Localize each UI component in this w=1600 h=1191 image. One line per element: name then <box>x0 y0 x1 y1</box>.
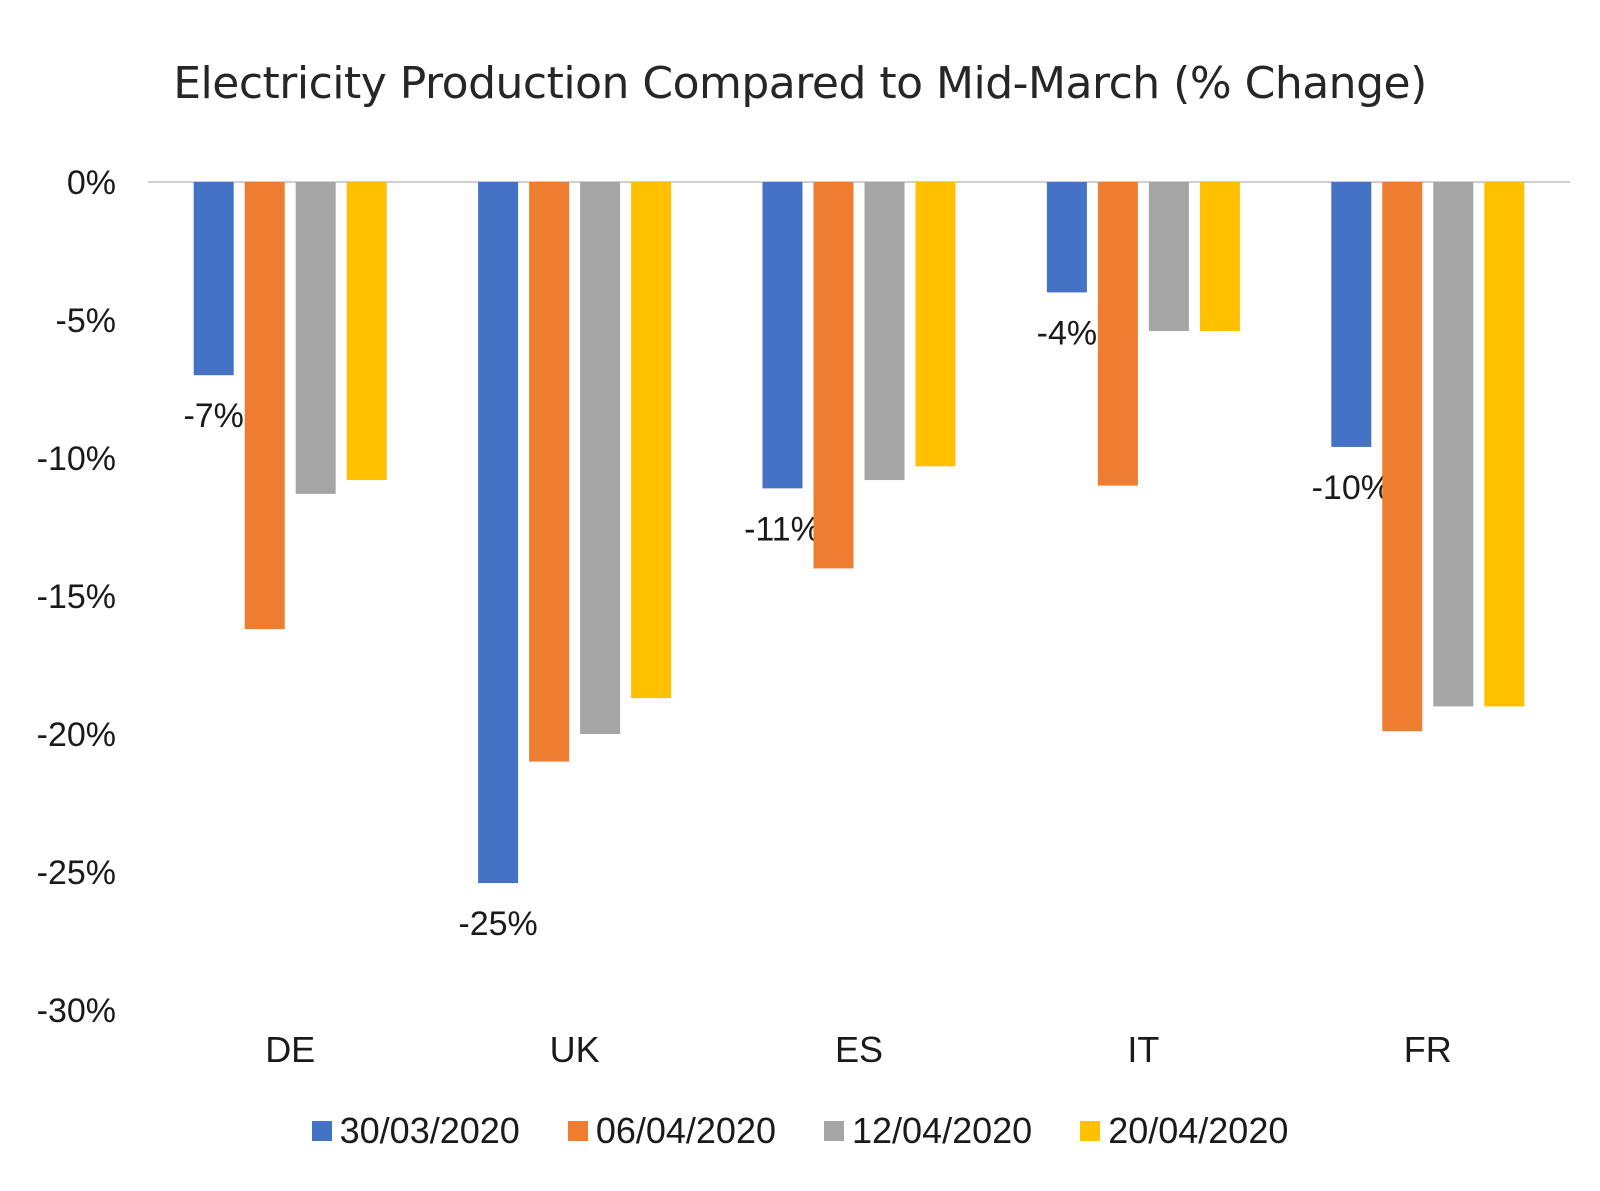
bar-es-series-2 <box>813 182 854 569</box>
legend-label: 12/04/2020 <box>852 1110 1033 1151</box>
legend-item: 20/04/2020 <box>1080 1110 1288 1152</box>
legend-label: 06/04/2020 <box>595 1110 776 1151</box>
bar-de-series-3 <box>295 182 336 494</box>
y-tick-label: -10% <box>37 440 116 478</box>
data-label: -7% <box>183 397 243 435</box>
bar-es-series-3 <box>864 182 905 481</box>
legend-label: 30/03/2020 <box>339 1110 520 1151</box>
bar-it-series-2 <box>1097 182 1138 486</box>
y-tick-label: -20% <box>37 716 116 754</box>
bar-it-series-4 <box>1199 182 1240 332</box>
legend-swatch <box>567 1121 588 1141</box>
y-tick-label: -30% <box>37 992 116 1030</box>
x-category-label: FR <box>1404 1029 1452 1070</box>
bar-uk-series-2 <box>529 182 570 762</box>
legend-item: 06/04/2020 <box>567 1110 776 1152</box>
x-category-label: ES <box>835 1029 883 1070</box>
bar-fr-series-2 <box>1382 182 1423 732</box>
bar-uk-series-4 <box>631 182 672 699</box>
legend-item: 12/04/2020 <box>824 1110 1032 1152</box>
data-label: -11% <box>744 510 821 548</box>
x-category-label: DE <box>265 1029 315 1070</box>
data-label: -4% <box>1037 314 1097 352</box>
legend-label: 20/04/2020 <box>1108 1110 1289 1151</box>
chart-title: Electricity Production Compared to Mid-M… <box>173 58 1427 109</box>
bar-it-series-3 <box>1148 182 1189 332</box>
legend-item: 30/03/2020 <box>311 1110 520 1152</box>
data-label: -25% <box>458 905 537 943</box>
bar-de-series-1 <box>193 182 234 376</box>
bar-uk-series-1 <box>478 182 519 884</box>
legend-swatch <box>311 1121 332 1141</box>
x-category-label: IT <box>1127 1029 1159 1070</box>
x-category-label: UK <box>550 1029 600 1070</box>
bar-it-series-1 <box>1046 182 1087 293</box>
bar-es-series-1 <box>762 182 803 489</box>
bar-de-series-4 <box>346 182 387 481</box>
bar-uk-series-3 <box>580 182 621 734</box>
y-tick-label: 0% <box>67 164 116 202</box>
bar-fr-series-4 <box>1484 182 1525 707</box>
y-tick-label: -25% <box>37 854 116 892</box>
bar-fr-series-3 <box>1433 182 1474 707</box>
bar-es-series-4 <box>915 182 956 467</box>
y-tick-label: -5% <box>56 302 116 340</box>
y-tick-label: -15% <box>37 578 116 616</box>
legend: 30/03/2020 06/04/2020 12/04/2020 20/04/2020 <box>0 1110 1600 1152</box>
bar-de-series-2 <box>244 182 285 630</box>
legend-swatch <box>1080 1121 1101 1141</box>
data-label: -10% <box>1312 469 1391 507</box>
legend-swatch <box>824 1121 844 1141</box>
bar-fr-series-1 <box>1331 182 1372 447</box>
